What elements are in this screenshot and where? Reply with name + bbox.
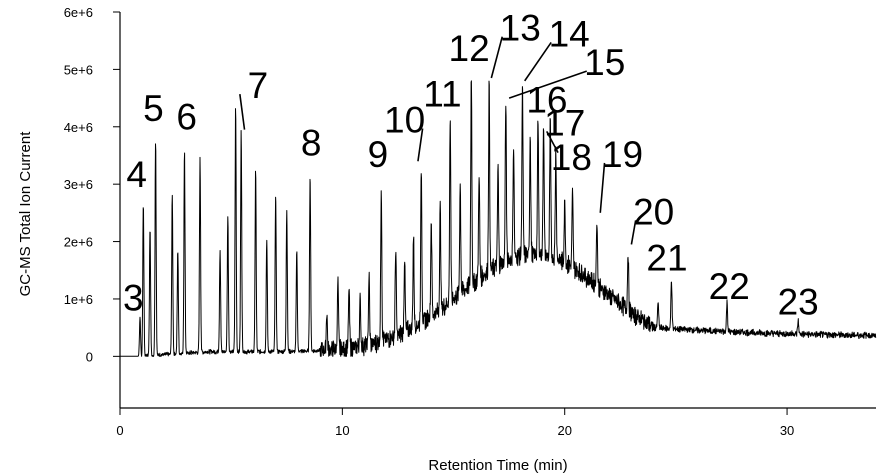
leader-line-7 (239, 93, 246, 130)
peak-label-17: 17 (544, 102, 585, 143)
peak-label-12: 12 (449, 28, 490, 69)
y-ticks: 0 1e+6 2e+6 3e+6 4e+6 5e+6 6e+6 (64, 5, 120, 364)
peak-label-20: 20 (633, 191, 674, 232)
peak-label-15: 15 (584, 42, 625, 83)
peak-label-13: 13 (500, 8, 541, 49)
leader-line-14 (524, 41, 552, 82)
peak-label-7: 7 (248, 65, 269, 106)
peak-label-5: 5 (143, 88, 164, 129)
x-tick-label: 10 (335, 423, 349, 438)
y-tick-label: 4e+6 (64, 120, 93, 135)
peak-label-3: 3 (123, 277, 144, 318)
x-ticks: 0 10 20 30 (116, 408, 794, 438)
x-axis-title: Retention Time (min) (428, 457, 567, 474)
peak-label-18: 18 (551, 137, 592, 178)
leader-line-17 (546, 131, 559, 153)
peak-label-19: 19 (602, 134, 643, 175)
peak-label-4: 4 (126, 154, 147, 195)
peak-leader-lines (239, 36, 637, 245)
leader-line-13 (490, 36, 504, 79)
peak-label-8: 8 (301, 122, 322, 163)
peak-label-16: 16 (526, 79, 567, 120)
leader-line-15 (508, 70, 587, 99)
peak-label-11: 11 (423, 74, 461, 115)
leader-line-10 (417, 128, 424, 162)
x-tick-label: 30 (780, 423, 794, 438)
y-tick-label: 2e+6 (64, 235, 93, 250)
leader-line-20 (630, 220, 637, 245)
y-axis-title: GC-MS Total Ion Current (17, 131, 34, 297)
y-tick-label: 6e+6 (64, 5, 93, 20)
x-tick-label: 20 (557, 423, 571, 438)
peak-label-21: 21 (646, 237, 687, 278)
leader-line-19 (599, 162, 606, 213)
y-tick-label: 5e+6 (64, 62, 93, 77)
peak-label-14: 14 (549, 13, 590, 54)
y-tick-label: 0 (86, 349, 93, 364)
peak-label-22: 22 (709, 266, 750, 307)
peak-label-10: 10 (384, 100, 425, 141)
y-tick-label: 1e+6 (64, 292, 93, 307)
axes: 0 10 20 30 0 1e+6 2e+6 3e+6 4e+6 5e+6 6e+6 (64, 5, 876, 438)
y-tick-label: 3e+6 (64, 177, 93, 192)
tic-trace (119, 80, 877, 357)
peak-label-6: 6 (176, 97, 197, 138)
peak-label-23: 23 (778, 281, 819, 322)
peak-label-9: 9 (368, 134, 389, 175)
x-tick-label: 0 (116, 423, 123, 438)
